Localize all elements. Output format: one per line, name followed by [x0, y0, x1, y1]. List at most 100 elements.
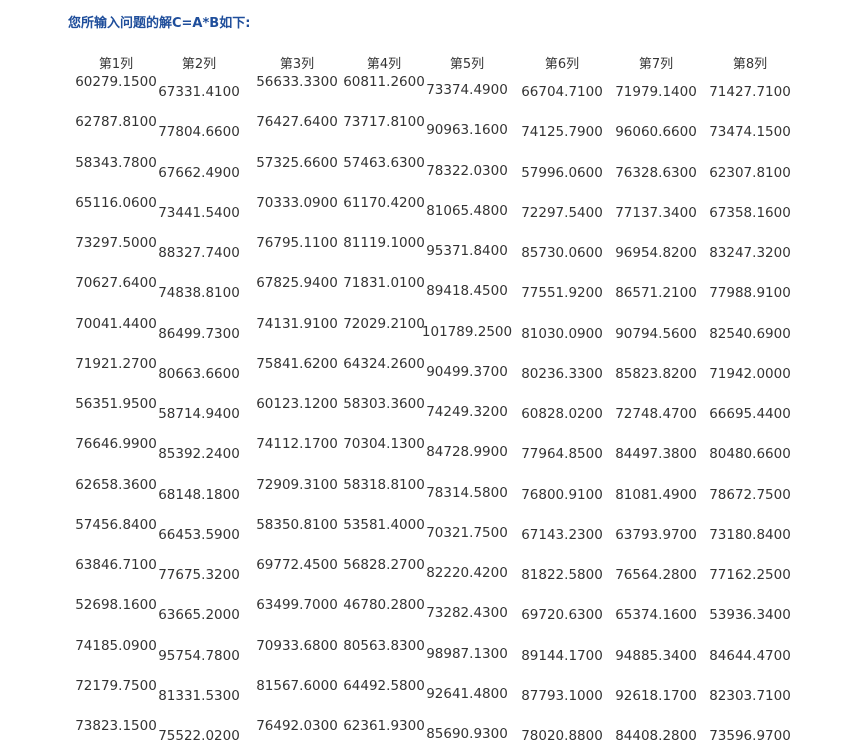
column-header: 第3列 [279, 57, 315, 72]
matrix-cell: 67662.4900 [158, 164, 240, 181]
matrix-cell: 65116.0600 [75, 194, 157, 211]
matrix-cell: 76564.2800 [615, 567, 697, 583]
matrix-cell: 73282.4300 [426, 605, 508, 622]
matrix-cell: 70333.0900 [256, 194, 338, 211]
matrix-cell: 78020.8800 [521, 728, 603, 744]
matrix-cell: 56828.2700 [343, 557, 425, 573]
matrix-cell: 74838.8100 [158, 285, 240, 302]
matrix-cell: 82220.4200 [426, 565, 508, 581]
matrix-cell: 67825.9400 [256, 275, 338, 292]
matrix-cell: 62361.9300 [343, 718, 425, 734]
matrix-cell: 62658.3600 [75, 476, 157, 493]
matrix-cell: 71921.2700 [75, 355, 157, 372]
matrix-cell: 74249.3200 [426, 404, 508, 420]
matrix-cell: 84408.2800 [615, 728, 697, 744]
column-header: 第6列 [544, 57, 580, 72]
matrix-cell: 53581.4000 [343, 516, 425, 533]
matrix-cell: 92618.1700 [615, 687, 697, 704]
matrix-cell: 90963.1600 [426, 122, 508, 139]
matrix-cell: 80663.6600 [158, 365, 240, 382]
matrix-cell: 57463.6300 [343, 154, 425, 171]
matrix-cell: 57325.6600 [256, 154, 338, 171]
matrix-cell: 60828.0200 [521, 406, 603, 422]
matrix-cell: 77804.6600 [158, 124, 240, 141]
matrix-cell: 72029.2100 [343, 315, 425, 332]
matrix-cell: 77964.8500 [521, 446, 603, 463]
matrix-cell: 73474.1500 [709, 124, 791, 141]
matrix-cell: 69720.6300 [521, 607, 603, 624]
matrix-cell: 85823.8200 [615, 365, 697, 382]
matrix-cell: 46780.2800 [343, 597, 425, 614]
matrix-cell: 52698.1600 [75, 597, 157, 614]
matrix-cell: 72748.4700 [615, 406, 697, 422]
matrix-cell: 81081.4900 [615, 486, 697, 503]
column-header: 第5列 [449, 57, 485, 72]
matrix-cell: 62307.8100 [709, 164, 791, 181]
matrix-cell: 80236.3300 [521, 365, 603, 382]
matrix-cell: 90499.3700 [426, 363, 508, 380]
matrix-cell: 76427.6400 [256, 114, 338, 131]
matrix-cell: 73596.9700 [709, 728, 791, 744]
matrix-cell: 101789.2500 [421, 323, 513, 340]
matrix-cell: 58303.3600 [343, 396, 425, 412]
matrix-cell: 75522.0200 [158, 728, 240, 744]
matrix-cell: 96060.6600 [615, 124, 697, 141]
matrix-cell: 74185.0900 [75, 637, 157, 654]
matrix-cell: 96954.8200 [615, 245, 697, 261]
matrix-cell: 81331.5300 [158, 687, 240, 704]
matrix-cell: 64324.2600 [343, 355, 425, 372]
matrix-cell: 76800.9100 [521, 486, 603, 503]
matrix-cell: 80480.6600 [709, 446, 791, 463]
matrix-cell: 53936.3400 [709, 607, 791, 624]
matrix-cell: 56633.3300 [256, 74, 338, 90]
matrix-cell: 81119.1000 [343, 235, 425, 251]
matrix-cell: 60279.1500 [75, 74, 157, 90]
matrix-cell: 74131.9100 [256, 315, 338, 332]
matrix-cell: 77675.3200 [158, 567, 240, 583]
matrix-cell: 81567.6000 [256, 677, 338, 694]
matrix-cell: 63499.7000 [256, 597, 338, 614]
matrix-cell: 84644.4700 [709, 647, 791, 664]
matrix-cell: 66695.4400 [709, 406, 791, 422]
matrix-cell: 77551.9200 [521, 285, 603, 302]
matrix-cell: 76328.6300 [615, 164, 697, 181]
matrix-cell: 85690.9300 [426, 726, 508, 742]
matrix-cell: 74112.1700 [256, 436, 338, 453]
matrix-cell: 70321.7500 [426, 524, 508, 541]
matrix-cell: 94885.3400 [615, 647, 697, 664]
matrix-cell: 58343.7800 [75, 154, 157, 171]
matrix-cell: 70041.4400 [75, 315, 157, 332]
matrix-cell: 58318.8100 [343, 476, 425, 493]
matrix-cell: 89418.4500 [426, 283, 508, 300]
column-header: 第7列 [638, 57, 674, 72]
matrix-cell: 81065.4800 [426, 202, 508, 219]
matrix-cell: 71831.0100 [343, 275, 425, 292]
page-title: 您所输入问题的解C=A*B如下: [68, 16, 251, 31]
matrix-cell: 71979.1400 [615, 84, 697, 100]
matrix-cell: 66704.7100 [521, 84, 603, 100]
matrix-cell: 95754.7800 [158, 647, 240, 664]
matrix-cell: 64492.5800 [343, 677, 425, 694]
matrix-cell: 56351.9500 [75, 396, 157, 412]
matrix-cell: 86499.7300 [158, 325, 240, 342]
matrix-cell: 72179.7500 [75, 677, 157, 694]
matrix-cell: 70304.1300 [343, 436, 425, 453]
matrix-cell: 57996.0600 [521, 164, 603, 181]
matrix-cell: 88327.7400 [158, 245, 240, 261]
column-header: 第4列 [366, 57, 402, 72]
matrix-cell: 63665.2000 [158, 607, 240, 624]
matrix-cell: 81030.0900 [521, 325, 603, 342]
matrix-cell: 76646.9900 [75, 436, 157, 453]
matrix-cell: 73717.8100 [343, 114, 425, 131]
matrix-cell: 98987.1300 [426, 645, 508, 662]
matrix-cell: 78322.0300 [426, 162, 508, 179]
matrix-cell: 73374.4900 [426, 82, 508, 98]
matrix-cell: 75841.6200 [256, 355, 338, 372]
matrix-cell: 72297.5400 [521, 204, 603, 221]
matrix-cell: 77137.3400 [615, 204, 697, 221]
matrix-cell: 92641.4800 [426, 685, 508, 702]
matrix-cell: 68148.1800 [158, 486, 240, 503]
column-header: 第8列 [732, 57, 768, 72]
matrix-cell: 90794.5600 [615, 325, 697, 342]
matrix-cell: 85392.2400 [158, 446, 240, 463]
